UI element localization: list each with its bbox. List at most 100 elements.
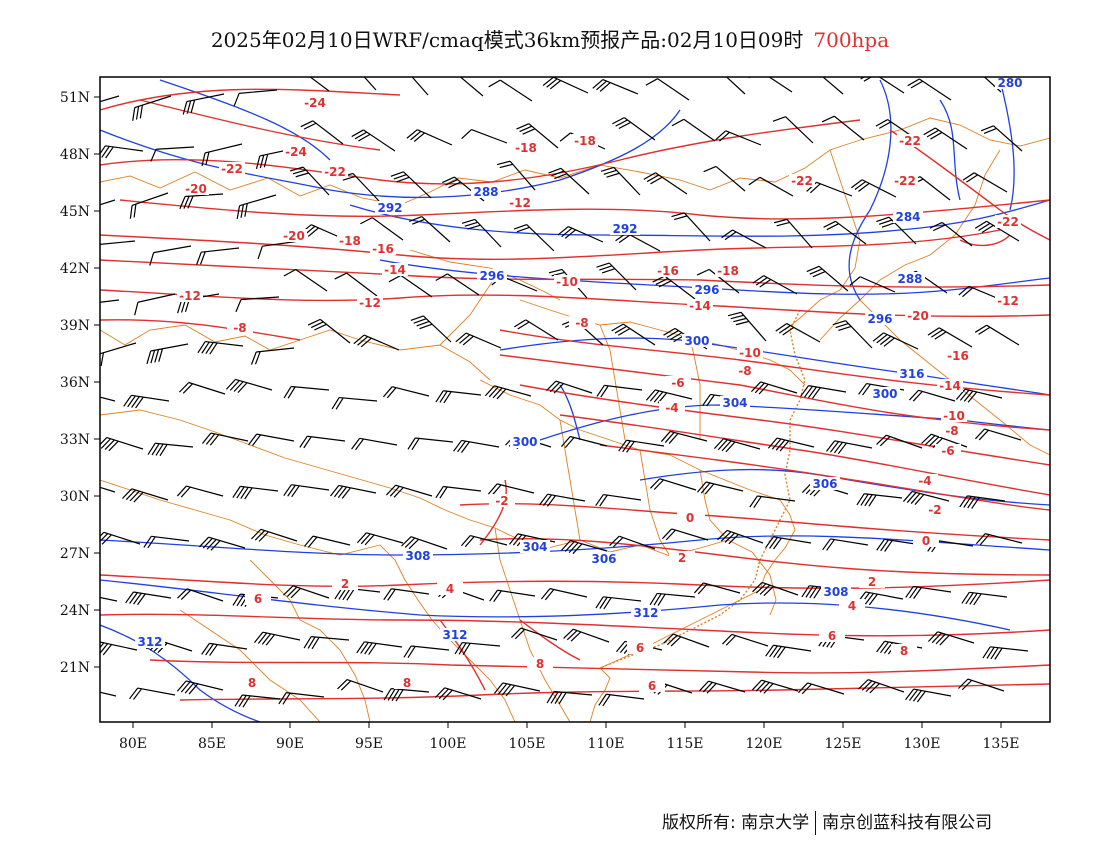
- wind-barb: [929, 221, 973, 247]
- temperature-label: -14: [384, 263, 406, 277]
- wind-barb: [546, 690, 593, 705]
- border-line: [819, 149, 1001, 341]
- wind-barb: [129, 687, 176, 700]
- height-label: 308: [405, 549, 430, 563]
- border-line: [784, 149, 861, 331]
- height-label: 280: [997, 76, 1022, 90]
- wind-barb: [513, 319, 559, 341]
- label-bg: [507, 196, 533, 209]
- wind-barb: [100, 592, 118, 602]
- wind-barb: [300, 120, 344, 145]
- label-bg: [821, 585, 851, 598]
- wind-barb: [618, 439, 665, 453]
- wind-barb: [460, 535, 508, 548]
- label-bg: [893, 210, 923, 223]
- wind-barb: [179, 193, 224, 210]
- label-bg: [332, 577, 358, 590]
- label-bg: [945, 349, 971, 362]
- label-bg: [135, 635, 165, 648]
- wind-barb: [539, 493, 586, 507]
- wind-barb: [600, 166, 641, 196]
- wind-barb: [806, 265, 849, 292]
- label-bg: [692, 283, 722, 296]
- wind-barb: [751, 679, 799, 694]
- temperature-label: -18: [717, 264, 739, 278]
- y-tick-label: 51N: [60, 90, 90, 106]
- temperature-contour: [100, 613, 1050, 637]
- wind-barb: [100, 145, 144, 159]
- temperature-label: -16: [372, 242, 394, 256]
- wind-barb: [435, 485, 482, 499]
- x-tick-label: 135E: [983, 736, 1020, 752]
- wind-barb: [390, 171, 432, 199]
- footer-divider: [815, 811, 817, 835]
- wind-barb: [129, 192, 169, 219]
- wind-barb: [927, 631, 975, 646]
- wind-barb: [201, 432, 249, 446]
- wind-barb: [905, 688, 952, 703]
- temperature-contour: [179, 683, 1050, 701]
- wind-barb: [176, 680, 224, 695]
- label-bg: [913, 534, 939, 547]
- wind-barb: [715, 130, 762, 146]
- wind-barb: [234, 694, 281, 708]
- label-bg: [891, 644, 917, 657]
- label-bg: [995, 77, 1025, 89]
- temperature-contour: [519, 384, 1050, 466]
- border-line: [494, 527, 571, 722]
- label-bg: [337, 234, 363, 247]
- label-bg: [939, 424, 965, 437]
- wind-barb: [299, 435, 346, 449]
- wind-barb: [283, 385, 330, 399]
- wind-barb: [645, 78, 690, 101]
- temperature-label: -12: [997, 294, 1019, 308]
- wind-barb: [596, 384, 643, 398]
- wind-barb: [962, 172, 1008, 193]
- wind-barb: [100, 480, 116, 493]
- temperature-label: -2: [495, 494, 508, 508]
- label-bg: [382, 263, 408, 276]
- wind-barb: [660, 430, 708, 444]
- y-tick-label: 39N: [60, 318, 90, 334]
- temperature-label: 8: [900, 644, 908, 658]
- label-bg: [631, 606, 661, 619]
- wind-barb: [849, 276, 896, 293]
- temperature-label: 2: [868, 575, 876, 589]
- border-line: [100, 324, 491, 381]
- wind-barb: [150, 146, 195, 162]
- height-contour: [349, 199, 1050, 237]
- wind-barb: [592, 78, 639, 95]
- latitude-axis: 51N 48N 45N 42N 39N 36N 33N 30N 27N 24N 21N: [60, 90, 100, 676]
- border-line: [479, 379, 781, 501]
- wind-barb: [722, 633, 769, 647]
- temperature-label: -6: [941, 444, 954, 458]
- temperature-contour: [479, 537, 1050, 576]
- temperature-label: -20: [283, 229, 305, 243]
- height-label: 288: [897, 272, 922, 286]
- wind-barb: [123, 394, 170, 409]
- wind-barb: [435, 273, 480, 296]
- wind-barb: [663, 633, 710, 648]
- wind-barb: [980, 125, 1023, 152]
- temperature-label: -12: [179, 289, 201, 303]
- temperature-label: -8: [575, 316, 588, 330]
- temperature-label: -6: [671, 376, 684, 390]
- wind-barb: [717, 529, 764, 545]
- wind-barb: [351, 437, 398, 451]
- label-bg: [183, 182, 209, 195]
- height-contour: [100, 624, 261, 722]
- temperature-label: -8: [945, 424, 958, 438]
- wind-barb: [434, 687, 482, 701]
- border-line: [100, 479, 381, 556]
- wind-barb: [772, 116, 814, 144]
- border-line: [589, 667, 611, 722]
- y-tick-label: 42N: [60, 261, 90, 277]
- wind-barb: [958, 678, 1005, 692]
- wind-barb: [283, 268, 328, 292]
- wind-barb: [330, 484, 377, 499]
- label-bg: [370, 242, 396, 255]
- border-line: [439, 269, 501, 346]
- wind-barb: [696, 481, 744, 495]
- wind-barb: [716, 77, 746, 95]
- temperature-label: 6: [648, 679, 656, 693]
